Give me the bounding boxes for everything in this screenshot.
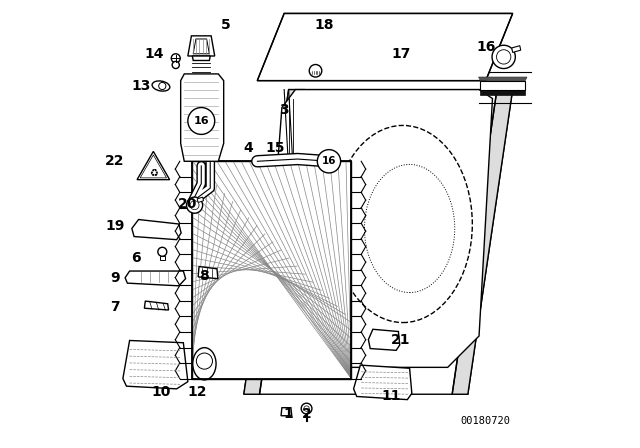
Circle shape xyxy=(492,45,515,69)
Text: 15: 15 xyxy=(266,141,285,155)
Polygon shape xyxy=(266,90,493,367)
Text: 16: 16 xyxy=(476,40,495,54)
Circle shape xyxy=(188,108,215,134)
Polygon shape xyxy=(452,90,513,394)
Polygon shape xyxy=(140,155,166,178)
Polygon shape xyxy=(369,329,400,350)
Polygon shape xyxy=(512,46,521,52)
Polygon shape xyxy=(180,74,224,161)
Text: 2: 2 xyxy=(301,407,312,422)
Polygon shape xyxy=(244,90,305,394)
Text: 8: 8 xyxy=(198,268,209,283)
Text: 13: 13 xyxy=(131,79,150,93)
Polygon shape xyxy=(159,256,165,260)
Text: 14: 14 xyxy=(145,47,164,61)
Bar xyxy=(192,161,351,379)
Text: 16: 16 xyxy=(193,116,209,126)
Text: 20: 20 xyxy=(178,197,198,211)
Polygon shape xyxy=(244,90,513,394)
Text: 17: 17 xyxy=(391,47,410,61)
Text: 21: 21 xyxy=(391,333,410,348)
Text: ♻: ♻ xyxy=(149,168,157,177)
Polygon shape xyxy=(145,301,168,310)
Ellipse shape xyxy=(152,81,170,91)
Polygon shape xyxy=(198,267,218,279)
Ellipse shape xyxy=(364,164,455,293)
Text: 00180720: 00180720 xyxy=(461,416,511,426)
Text: 18: 18 xyxy=(315,17,334,32)
Polygon shape xyxy=(188,36,215,56)
Polygon shape xyxy=(125,271,186,286)
Text: 6: 6 xyxy=(131,250,141,265)
Text: 22: 22 xyxy=(105,154,125,168)
Circle shape xyxy=(317,150,340,173)
Ellipse shape xyxy=(333,125,472,323)
Circle shape xyxy=(158,247,167,256)
Circle shape xyxy=(301,403,312,414)
Polygon shape xyxy=(479,77,527,81)
Polygon shape xyxy=(123,340,188,389)
Text: 7: 7 xyxy=(110,300,120,314)
Polygon shape xyxy=(481,90,525,95)
Polygon shape xyxy=(353,365,412,400)
Ellipse shape xyxy=(193,348,216,380)
Text: 3: 3 xyxy=(279,103,289,117)
Text: 16: 16 xyxy=(322,156,336,166)
Circle shape xyxy=(309,65,322,77)
Bar xyxy=(192,161,351,379)
Circle shape xyxy=(497,50,511,64)
Text: 5: 5 xyxy=(221,17,231,32)
Polygon shape xyxy=(137,151,170,180)
Polygon shape xyxy=(257,13,513,81)
Text: 19: 19 xyxy=(105,219,125,233)
Text: 4: 4 xyxy=(243,141,253,155)
Circle shape xyxy=(186,197,203,213)
Polygon shape xyxy=(281,408,292,416)
Polygon shape xyxy=(132,220,181,240)
Polygon shape xyxy=(193,39,209,54)
Polygon shape xyxy=(192,56,210,60)
Polygon shape xyxy=(481,81,525,90)
Circle shape xyxy=(196,353,212,369)
Text: 12: 12 xyxy=(187,385,207,399)
Circle shape xyxy=(172,54,180,63)
Polygon shape xyxy=(197,197,204,202)
Text: 1: 1 xyxy=(284,407,294,422)
Circle shape xyxy=(304,406,309,411)
Text: 11: 11 xyxy=(382,389,401,404)
Text: 9: 9 xyxy=(110,271,120,285)
Circle shape xyxy=(172,61,179,69)
Text: 10: 10 xyxy=(151,385,171,399)
Circle shape xyxy=(190,201,199,210)
Circle shape xyxy=(159,82,166,90)
